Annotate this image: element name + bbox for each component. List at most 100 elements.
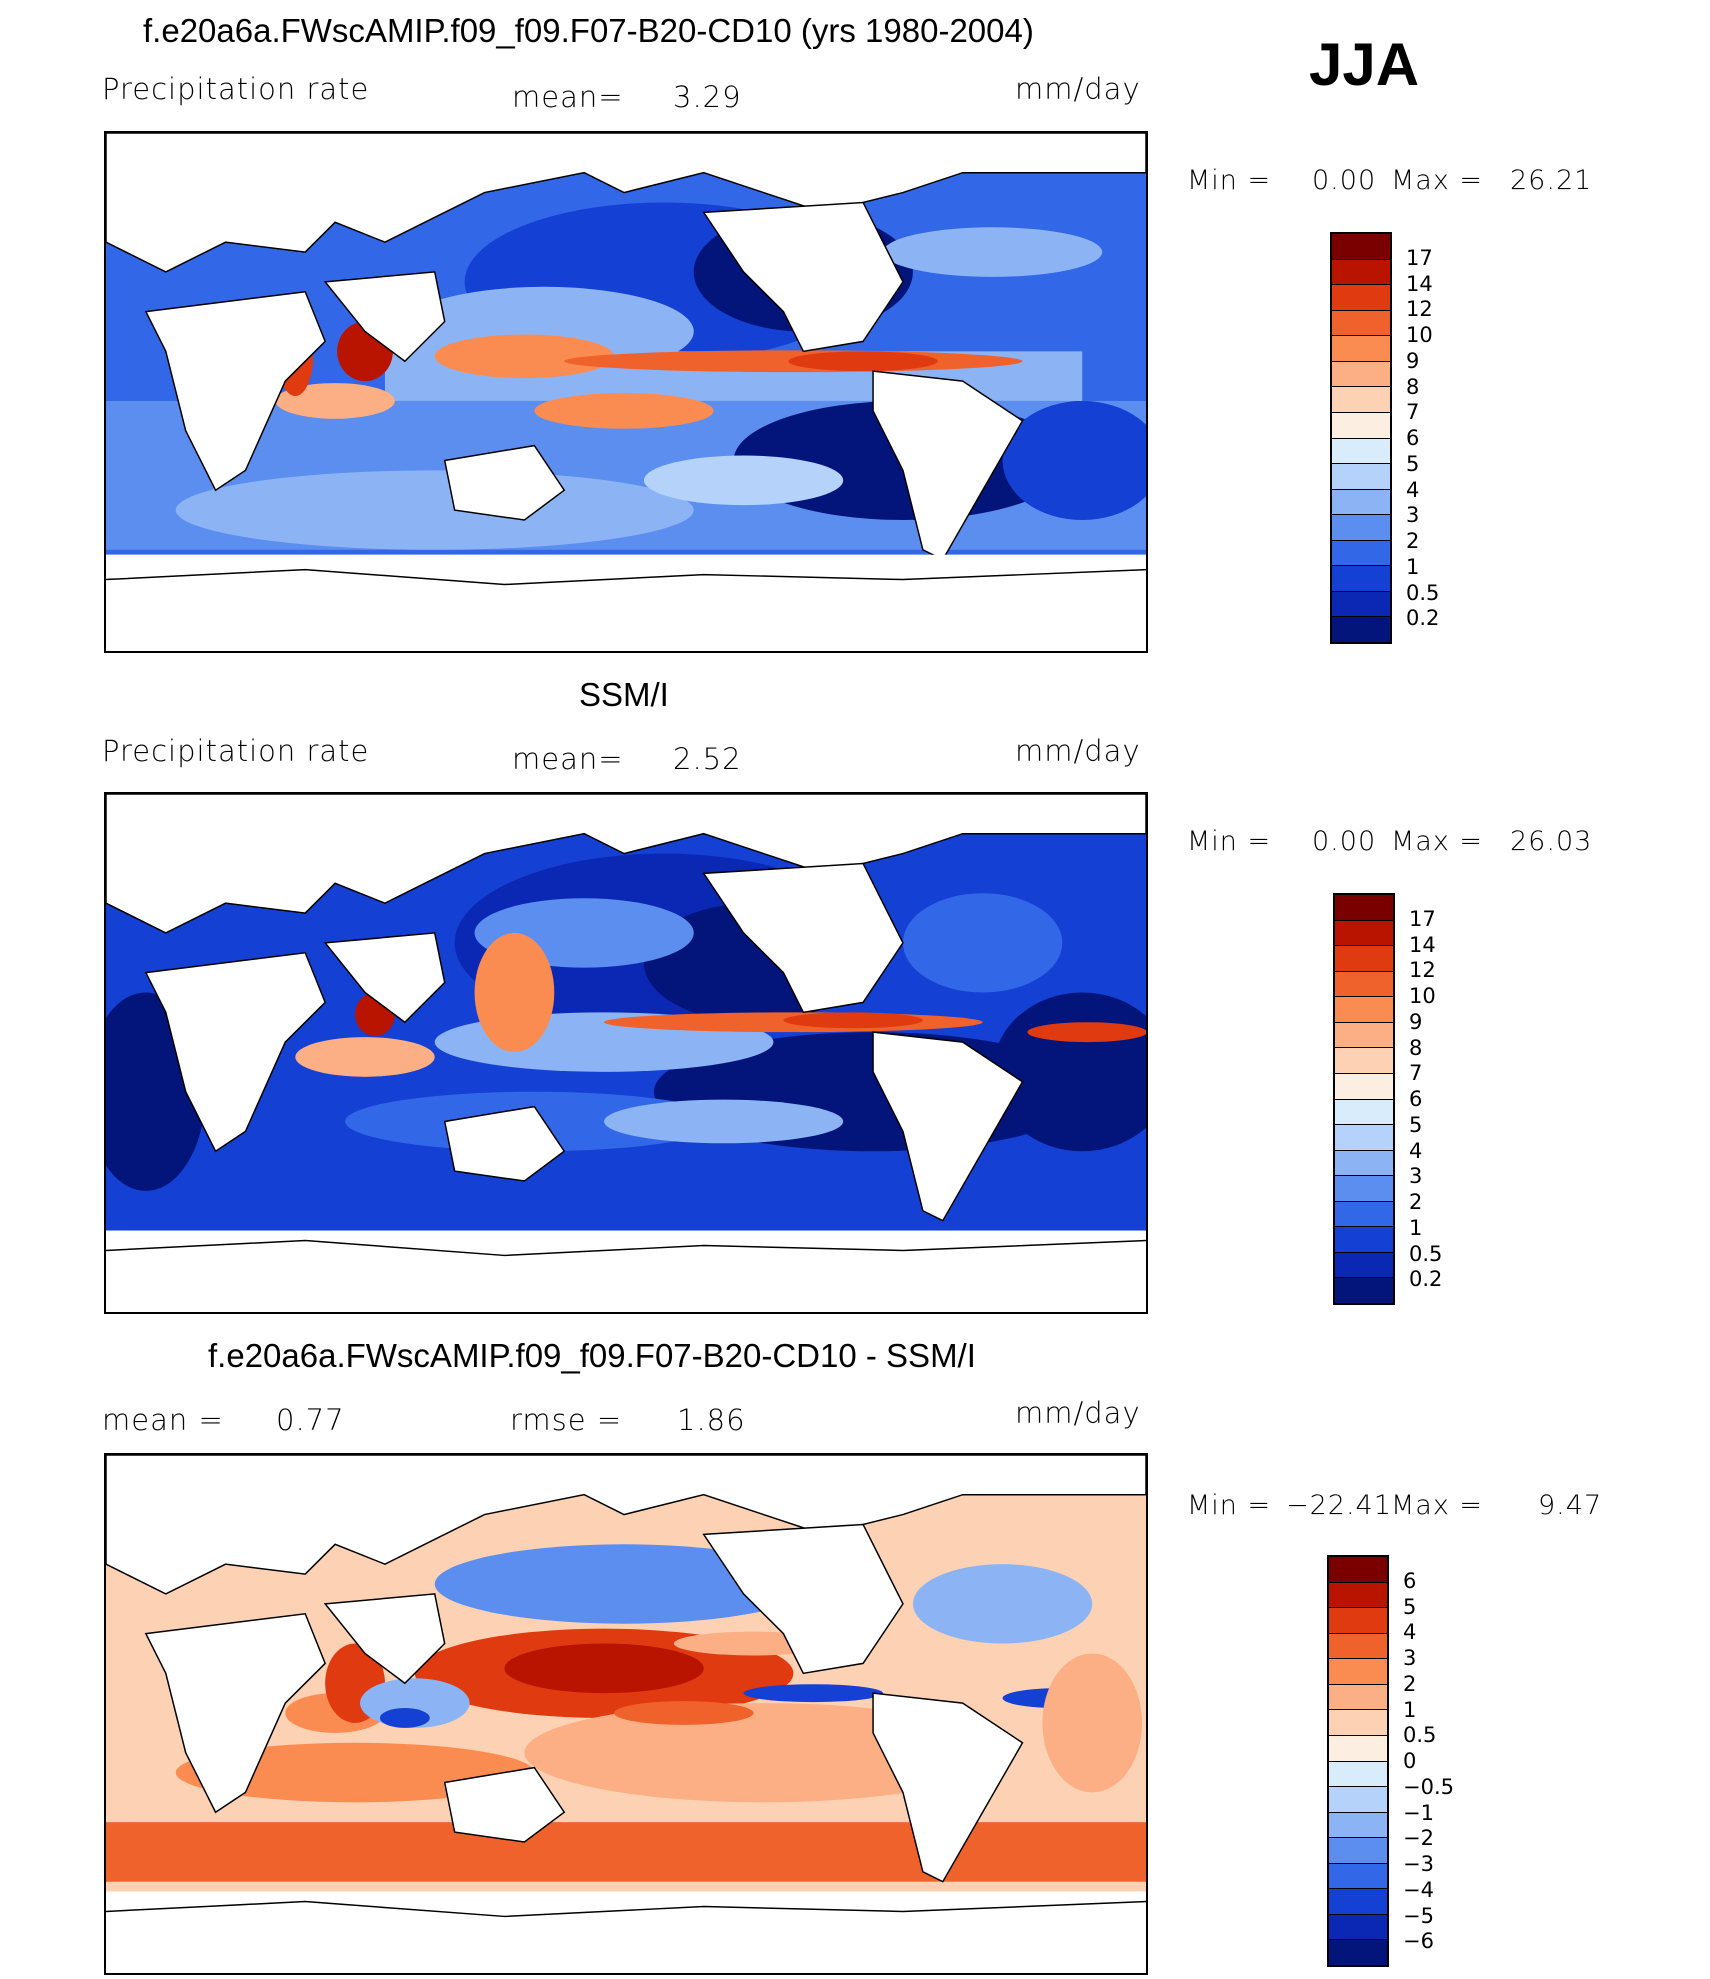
units-label: mm/day — [1015, 734, 1141, 768]
colorbar-tick-label: 2 — [1403, 1671, 1417, 1696]
colorbar-tick-label: 10 — [1409, 984, 1436, 1008]
colorbar-tick-label: 10 — [1406, 323, 1433, 347]
mean-value: 3.29 — [673, 80, 742, 114]
panel-title: f.e20a6a.FWscAMIP.f09_f09.F07-B20-CD10 -… — [208, 1337, 976, 1374]
colorbar-tick-label: 5 — [1403, 1594, 1417, 1619]
colorbar-swatch — [1332, 566, 1390, 592]
colorbar-swatch — [1332, 310, 1390, 337]
colorbar-tick-label: 7 — [1409, 1061, 1423, 1086]
max-label: Max = — [1391, 1490, 1484, 1521]
variable-label: Precipitation rate — [102, 72, 370, 106]
rmse-label: rmse = — [510, 1403, 623, 1437]
colorbar-swatch — [1329, 1863, 1387, 1890]
colorbar-tick-label: −3 — [1403, 1852, 1434, 1876]
map-canvas — [106, 1455, 1146, 1973]
colorbar-tick-label: 0 — [1403, 1749, 1417, 1773]
colorbar-swatch — [1332, 540, 1390, 567]
colorbar-swatch — [1329, 1812, 1387, 1839]
colorbar-tick-label: 4 — [1409, 1138, 1423, 1163]
colorbar-swatch — [1332, 591, 1390, 618]
max-label: Max = — [1391, 826, 1484, 857]
colorbar-tick-label: 8 — [1406, 374, 1420, 399]
mean-label: mean= — [512, 80, 624, 114]
colorbar-swatch — [1329, 1838, 1387, 1864]
colorbar-tick-label: 1 — [1403, 1697, 1417, 1722]
colorbar-tick-label: 6 — [1403, 1568, 1417, 1593]
colorbar-tick-label: −0.5 — [1403, 1774, 1454, 1799]
colorbar-swatch — [1329, 1914, 1387, 1941]
colorbar-tick-label: 1 — [1409, 1215, 1423, 1240]
map-canvas — [106, 794, 1146, 1312]
mean-value: 0.77 — [276, 1403, 345, 1437]
precip-map — [104, 131, 1148, 653]
colorbar — [1330, 232, 1392, 644]
colorbar-tick-label: 0.2 — [1406, 606, 1440, 631]
min-label: Min = — [1187, 1490, 1272, 1521]
colorbar-swatch — [1335, 1099, 1393, 1126]
colorbar-swatch — [1335, 946, 1393, 972]
colorbar-tick-label: 0.2 — [1409, 1267, 1443, 1292]
season-label: JJA — [1309, 31, 1420, 98]
colorbar-tick-label: −4 — [1403, 1877, 1434, 1902]
map-canvas — [106, 133, 1146, 651]
colorbar-swatch — [1335, 1201, 1393, 1228]
colorbar-tick-label: 8 — [1409, 1035, 1423, 1060]
colorbar-swatch — [1332, 617, 1390, 642]
colorbar-swatch — [1332, 489, 1390, 516]
colorbar-tick-label: 2 — [1406, 529, 1420, 553]
colorbar-swatch — [1332, 285, 1390, 311]
colorbar-swatch — [1329, 1761, 1387, 1788]
max-value: 9.47 — [1538, 1490, 1603, 1521]
mean-label: mean = — [102, 1403, 224, 1437]
colorbar-tick-label: 6 — [1406, 426, 1420, 450]
colorbar-swatch — [1332, 515, 1390, 541]
colorbar-swatch — [1335, 1150, 1393, 1177]
colorbar-tick-label: 9 — [1406, 348, 1420, 373]
colorbar-tick-label: 17 — [1406, 245, 1433, 270]
colorbar-swatch — [1329, 1940, 1387, 1965]
colorbar-swatch — [1329, 1889, 1387, 1915]
colorbar-tick-label: −6 — [1403, 1929, 1434, 1954]
min-value: 0.00 — [1312, 165, 1377, 196]
colorbar-swatch — [1329, 1787, 1387, 1813]
min-label: Min = — [1187, 826, 1272, 857]
colorbar-swatch — [1332, 387, 1390, 413]
colorbar-swatch — [1332, 234, 1390, 260]
colorbar-tick-label: 0.5 — [1409, 1241, 1443, 1266]
colorbar-swatch — [1329, 1557, 1387, 1583]
colorbar-swatch — [1329, 1608, 1387, 1634]
max-value: 26.21 — [1510, 165, 1593, 196]
colorbar-tick-label: 3 — [1409, 1164, 1423, 1189]
colorbar-swatch — [1335, 1048, 1393, 1074]
colorbar-swatch — [1329, 1633, 1387, 1660]
variable-label: Precipitation rate — [102, 734, 370, 768]
colorbar-tick-label: 14 — [1406, 271, 1433, 296]
colorbar-tick-label: 4 — [1406, 477, 1420, 502]
colorbar-swatch — [1335, 1227, 1393, 1253]
colorbar-tick-label: −2 — [1403, 1826, 1434, 1851]
colorbar-tick-label: 17 — [1409, 906, 1436, 931]
colorbar-tick-label: 5 — [1409, 1112, 1423, 1137]
precip-map — [104, 792, 1148, 1314]
colorbar-tick-label: 1 — [1406, 554, 1420, 579]
mean-value: 2.52 — [673, 742, 742, 776]
colorbar-tick-label: 6 — [1409, 1087, 1423, 1111]
colorbar-swatch — [1335, 920, 1393, 947]
colorbar-swatch — [1329, 1684, 1387, 1711]
colorbar — [1327, 1555, 1389, 1967]
colorbar-tick-label: 14 — [1409, 932, 1436, 957]
colorbar-tick-label: 9 — [1409, 1009, 1423, 1034]
colorbar-swatch — [1329, 1735, 1387, 1762]
colorbar-swatch — [1332, 412, 1390, 439]
max-value: 26.03 — [1510, 826, 1593, 857]
units-label: mm/day — [1015, 1396, 1141, 1430]
colorbar-tick-label: 2 — [1409, 1190, 1423, 1214]
colorbar-swatch — [1335, 1073, 1393, 1100]
mean-label: mean= — [512, 742, 624, 776]
colorbar-tick-label: −5 — [1403, 1903, 1434, 1928]
units-label: mm/day — [1015, 72, 1141, 106]
colorbar-swatch — [1335, 971, 1393, 998]
colorbar-swatch — [1335, 1252, 1393, 1279]
colorbar-swatch — [1329, 1582, 1387, 1609]
colorbar-tick-label: 12 — [1409, 958, 1436, 983]
